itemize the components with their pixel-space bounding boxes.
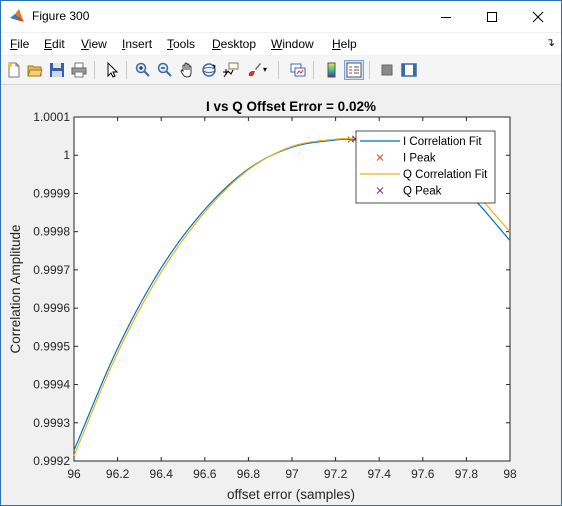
menubar-dock-arrow-icon[interactable]: ↴ [545, 37, 555, 49]
minimize-icon [441, 16, 451, 18]
zoom-in-icon [135, 62, 150, 77]
toolbar-separator [369, 61, 370, 79]
x-tick-label: 96.4 [150, 467, 174, 481]
pan-hand-icon [180, 62, 192, 78]
legend[interactable]: I Correlation Fit I Peak Q Correlation Fit… [355, 130, 496, 204]
toolbar-separator [126, 61, 127, 79]
menu-tools[interactable]: Tools [167, 37, 196, 51]
legend-button[interactable] [344, 60, 364, 80]
menu-file[interactable]: File [10, 37, 30, 51]
matlab-icon [10, 9, 24, 22]
title-bar[interactable]: Figure 300 [1, 1, 561, 32]
x-tick-label: 97.4 [368, 467, 392, 481]
x-axis: 96 96.2 96.4 96.6 96.8 97 97.2 97.4 97.6 97.8 98 [67, 117, 517, 481]
y-axis: 0.9992 0.9993 0.9994 0.9995 0.9996 0.9997 0.99… [33, 110, 510, 468]
x-tick-label: 96 [67, 467, 81, 481]
maximize-button[interactable] [469, 1, 515, 32]
data-cursor-button[interactable] [221, 60, 241, 80]
close-button[interactable] [515, 1, 561, 32]
menu-edit[interactable]: Edit [44, 37, 65, 51]
menu-view[interactable]: View [81, 37, 107, 51]
chart-title: I vs Q Offset Error = 0.02% [206, 99, 376, 114]
link-plot-button[interactable] [288, 60, 308, 80]
y-tick-label: 0.9992 [33, 454, 70, 468]
brush-button[interactable] [244, 60, 264, 80]
hide-plot-tools-icon [381, 64, 393, 76]
legend-icon [346, 62, 362, 78]
toolbar-separator [313, 61, 314, 79]
menu-desktop[interactable]: Desktop [212, 37, 257, 51]
colorbar-icon [327, 62, 336, 78]
x-tick-label: 96.8 [237, 467, 261, 481]
menu-help[interactable]: Help [332, 37, 357, 51]
menu-insert[interactable]: Insert [122, 37, 153, 51]
legend-entry: I Correlation Fit [403, 136, 482, 148]
y-axis-label: Correlation Amplitude [8, 224, 23, 353]
x-tick-label: 97 [285, 467, 299, 481]
minimize-button[interactable] [423, 1, 469, 32]
close-icon [532, 11, 544, 22]
show-plot-tools-icon [401, 63, 417, 77]
toolbar-separator [94, 61, 95, 79]
new-figure-button[interactable] [4, 60, 24, 80]
y-tick-label: 0.9993 [33, 416, 70, 430]
brush-icon [248, 63, 261, 77]
zoom-in-button[interactable] [133, 60, 153, 80]
toolbar-separator [278, 61, 279, 79]
print-button[interactable] [69, 60, 89, 80]
legend-entry: Q Peak [403, 186, 442, 198]
y-tick-label: 0.9994 [33, 378, 70, 392]
maximize-icon [487, 11, 497, 22]
rotate-3d-button[interactable] [199, 60, 219, 80]
zoom-out-icon [157, 62, 172, 77]
legend-swatch [376, 187, 384, 194]
new-figure-icon [8, 62, 20, 78]
y-tick-label: 0.9998 [33, 225, 70, 239]
link-plot-icon [290, 63, 306, 77]
print-icon [71, 62, 87, 78]
x-tick-label: 96.6 [193, 467, 217, 481]
data-cursor-icon [223, 62, 239, 78]
rotate-3d-icon [202, 63, 216, 77]
y-tick-label: 0.9996 [33, 301, 70, 315]
x-axis-label: offset error (samples) [227, 487, 355, 502]
open-file-button[interactable] [25, 60, 45, 80]
show-plot-tools-button[interactable] [399, 60, 419, 80]
brush-dropdown-arrow-icon[interactable]: ▾ [263, 65, 268, 74]
save-button[interactable] [47, 60, 67, 80]
x-tick-label: 97.2 [324, 467, 348, 481]
legend-entry: I Peak [403, 153, 436, 165]
figure-canvas: 96 96.2 96.4 96.6 96.8 97 97.2 97.4 97.6 97.8 98 0… [1, 85, 561, 505]
figure-toolbar: ▾ [1, 56, 561, 85]
edit-plot-button[interactable] [102, 60, 122, 80]
legend-swatch [376, 154, 384, 161]
y-tick-label: 0.9995 [33, 339, 70, 353]
open-file-icon [27, 65, 43, 77]
y-tick-label: 1.0001 [33, 110, 70, 124]
y-tick-label: 1 [63, 148, 70, 162]
y-tick-label: 0.9999 [33, 186, 70, 200]
zoom-out-button[interactable] [155, 60, 175, 80]
pan-button[interactable] [177, 60, 197, 80]
window-title: Figure 300 [32, 9, 90, 23]
chart-svg[interactable]: 96 96.2 96.4 96.6 96.8 97 97.2 97.4 97.6 97.8 98 0… [1, 85, 561, 505]
menu-window[interactable]: Window [271, 37, 314, 51]
save-icon [50, 63, 64, 77]
x-tick-label: 96.2 [106, 467, 130, 481]
legend-entry: Q Correlation Fit [403, 169, 488, 181]
edit-plot-arrow-icon [107, 62, 119, 78]
y-tick-label: 0.9997 [33, 263, 70, 277]
menu-bar: File Edit View Insert Tools Desktop Wind… [1, 33, 561, 55]
x-tick-label: 97.8 [455, 467, 479, 481]
x-tick-label: 97.6 [411, 467, 435, 481]
x-tick-label: 98 [503, 467, 517, 481]
colorbar-button[interactable] [322, 60, 342, 80]
hide-plot-tools-button[interactable] [377, 60, 397, 80]
